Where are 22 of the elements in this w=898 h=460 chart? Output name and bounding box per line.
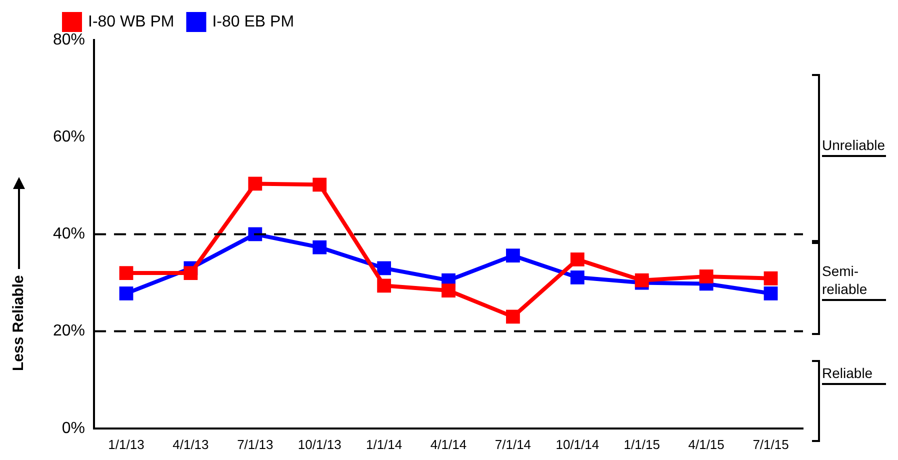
x-tick-label: 10/1/13 [298,436,342,452]
x-tick-label: 4/1/14 [430,436,467,452]
x-tick-label: 1/1/13 [108,436,144,452]
y-axis-title: Less Reliable [10,275,27,372]
y-tick-label: 20% [52,322,86,340]
x-tick-label: 7/1/13 [237,436,274,452]
x-tick-label: 4/1/15 [688,436,724,452]
x-tick-label: 1/1/14 [366,436,402,452]
y-tick-label: 40% [52,226,86,243]
x-tick-label: 4/1/13 [172,436,209,452]
text: Semi-reliable [822,262,886,301]
text: Unreliable [822,136,886,157]
x-tick-label: 7/1/14 [494,436,532,452]
y-tick-label: 60% [52,128,86,146]
y-tick-label: 80% [52,31,86,48]
legend-label: I-80 WB PM [88,13,174,30]
y-tick-label: 0% [62,420,86,437]
x-tick-label: 7/1/15 [752,436,789,452]
text: Reliable [822,364,886,385]
x-tick-label: 1/1/15 [624,436,660,452]
x-tick-label: 10/1/14 [556,436,600,452]
legend-label: I-80 EB PM [212,13,294,30]
